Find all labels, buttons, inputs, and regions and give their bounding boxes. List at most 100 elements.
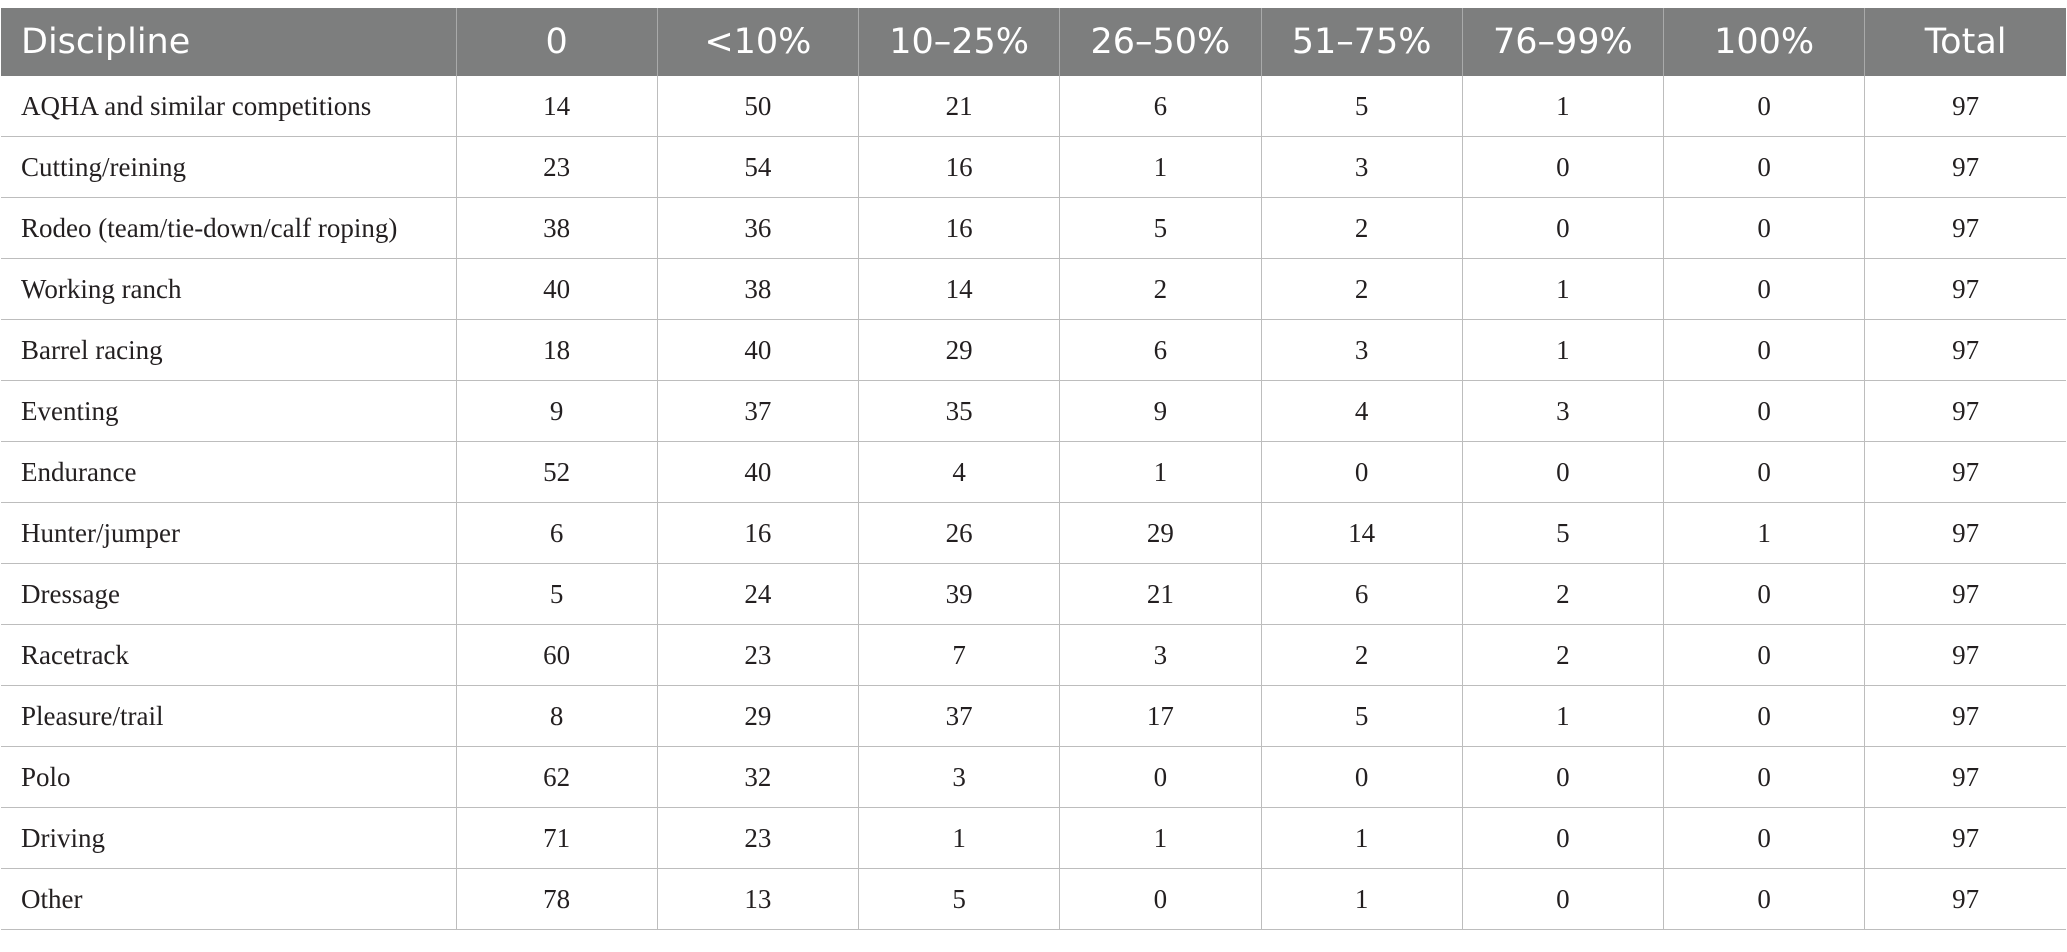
discipline-cell: Endurance [1, 441, 457, 503]
total-cell: 97 [1864, 441, 2066, 503]
count-cell: 54 [657, 136, 860, 198]
count-cell: 3 [1059, 624, 1262, 686]
table-row: Rodeo (team/tie-down/calf roping) 38 36 16 5… [1, 197, 2066, 259]
column-header-76-99: 76–99% [1462, 8, 1665, 76]
count-cell: 2 [1261, 624, 1463, 686]
count-cell: 29 [657, 685, 860, 747]
count-cell: 38 [456, 197, 658, 259]
count-cell: 2 [1059, 258, 1262, 320]
total-cell: 97 [1864, 136, 2066, 198]
discipline-cell: Polo [1, 746, 457, 808]
count-cell: 38 [657, 258, 860, 320]
count-cell: 16 [858, 136, 1061, 198]
table-header: Discipline 0 <10% 10–25% 26–50% 51–75% 7… [1, 8, 2066, 76]
count-cell: 1 [1059, 441, 1262, 503]
count-cell: 0 [1663, 563, 1866, 625]
count-cell: 7 [858, 624, 1061, 686]
discipline-cell: Driving [1, 807, 457, 869]
count-cell: 0 [1261, 441, 1463, 503]
count-cell: 5 [858, 868, 1061, 930]
count-cell: 50 [657, 76, 860, 137]
count-cell: 16 [858, 197, 1061, 259]
column-header-26-50: 26–50% [1059, 8, 1262, 76]
total-cell: 97 [1864, 746, 2066, 808]
count-cell: 0 [1663, 76, 1866, 137]
count-cell: 23 [657, 807, 860, 869]
total-cell: 97 [1864, 76, 2066, 137]
count-cell: 5 [1462, 502, 1665, 564]
total-cell: 97 [1864, 380, 2066, 442]
count-cell: 0 [1663, 258, 1866, 320]
table-row: Endurance 52 40 4 1 0 0 0 97 [1, 441, 2066, 503]
count-cell: 78 [456, 868, 658, 930]
count-cell: 3 [858, 746, 1061, 808]
count-cell: 2 [1261, 197, 1463, 259]
count-cell: 0 [1462, 868, 1665, 930]
count-cell: 36 [657, 197, 860, 259]
count-cell: 1 [1261, 807, 1463, 869]
table-row: Pleasure/trail 8 29 37 17 5 1 0 97 [1, 685, 2066, 747]
count-cell: 4 [1261, 380, 1463, 442]
count-cell: 2 [1462, 624, 1665, 686]
count-cell: 1 [1462, 685, 1665, 747]
count-cell: 0 [1663, 319, 1866, 381]
count-cell: 40 [456, 258, 658, 320]
count-cell: 3 [1261, 319, 1463, 381]
count-cell: 0 [1462, 197, 1665, 259]
count-cell: 0 [1462, 136, 1665, 198]
count-cell: 37 [657, 380, 860, 442]
column-header-100: 100% [1663, 8, 1866, 76]
discipline-cell: Eventing [1, 380, 457, 442]
count-cell: 1 [1059, 136, 1262, 198]
count-cell: 37 [858, 685, 1061, 747]
count-cell: 0 [1261, 746, 1463, 808]
count-cell: 0 [1663, 746, 1866, 808]
count-cell: 14 [858, 258, 1061, 320]
count-cell: 0 [1663, 807, 1866, 869]
count-cell: 29 [858, 319, 1061, 381]
count-cell: 0 [1462, 807, 1665, 869]
count-cell: 0 [1663, 136, 1866, 198]
count-cell: 8 [456, 685, 658, 747]
column-header-10-25: 10–25% [858, 8, 1061, 76]
total-cell: 97 [1864, 685, 2066, 747]
count-cell: 14 [1261, 502, 1463, 564]
total-cell: 97 [1864, 502, 2066, 564]
count-cell: 1 [1462, 258, 1665, 320]
count-cell: 1 [1462, 319, 1665, 381]
total-cell: 97 [1864, 319, 2066, 381]
column-header-discipline: Discipline [1, 8, 457, 76]
table-row: Barrel racing 18 40 29 6 3 1 0 97 [1, 319, 2066, 381]
header-row: Discipline 0 <10% 10–25% 26–50% 51–75% 7… [1, 8, 2066, 76]
count-cell: 29 [1059, 502, 1262, 564]
count-cell: 2 [1261, 258, 1463, 320]
count-cell: 6 [1059, 319, 1262, 381]
table-row: Hunter/jumper 6 16 26 29 14 5 1 97 [1, 502, 2066, 564]
count-cell: 21 [858, 76, 1061, 137]
total-cell: 97 [1864, 807, 2066, 869]
count-cell: 6 [1059, 76, 1262, 137]
count-cell: 26 [858, 502, 1061, 564]
count-cell: 32 [657, 746, 860, 808]
count-cell: 39 [858, 563, 1061, 625]
count-cell: 60 [456, 624, 658, 686]
count-cell: 5 [1261, 76, 1463, 137]
table-row: Eventing 9 37 35 9 4 3 0 97 [1, 380, 2066, 442]
discipline-cell: AQHA and similar competitions [1, 76, 457, 137]
count-cell: 6 [456, 502, 658, 564]
count-cell: 0 [1462, 746, 1665, 808]
count-cell: 9 [1059, 380, 1262, 442]
column-header-0: 0 [456, 8, 658, 76]
discipline-cell: Racetrack [1, 624, 457, 686]
count-cell: 13 [657, 868, 860, 930]
count-cell: 0 [1663, 868, 1866, 930]
table-body: AQHA and similar competitions 14 50 21 6 5 1 0 9… [1, 76, 2066, 930]
discipline-cell: Other [1, 868, 457, 930]
total-cell: 97 [1864, 197, 2066, 259]
count-cell: 0 [1663, 197, 1866, 259]
discipline-table: Discipline 0 <10% 10–25% 26–50% 51–75% 7… [1, 8, 2066, 930]
count-cell: 9 [456, 380, 658, 442]
data-table-container: Discipline 0 <10% 10–25% 26–50% 51–75% 7… [1, 8, 2066, 930]
count-cell: 5 [1261, 685, 1463, 747]
column-header-51-75: 51–75% [1261, 8, 1463, 76]
